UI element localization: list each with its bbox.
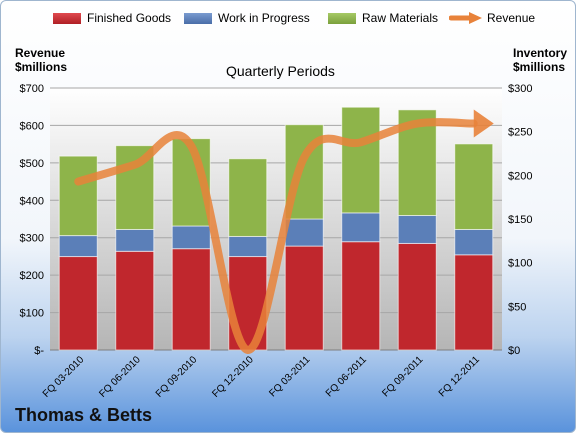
bar-segment-finished-goods <box>115 250 155 351</box>
y-left-tick-label: $300 <box>20 233 44 245</box>
y-left-tick-label: $500 <box>20 158 44 170</box>
legend: Finished Goods Work in Progress Raw Mate… <box>1 11 575 31</box>
legend-label-finished-goods: Finished Goods <box>87 11 172 25</box>
bar-segment-finished-goods <box>454 254 494 351</box>
y-left-tick-label: $600 <box>20 120 44 132</box>
y-right-tick-label: $250 <box>508 127 532 139</box>
left-axis-title: Revenue $millions <box>15 46 67 74</box>
x-tick-label: FQ 03-2010 <box>41 354 87 400</box>
bar-segment-raw-materials <box>228 158 268 237</box>
x-tick-label: FQ 03-2011 <box>267 354 312 399</box>
y-left-tick-label: $700 <box>20 83 44 95</box>
left-axis-title-line2: $millions <box>15 60 68 74</box>
x-tick-label: FQ 12-2011 <box>437 354 482 399</box>
bar-segment-work-in-progress <box>115 228 155 252</box>
x-tick-label: FQ 09-2011 <box>380 354 425 399</box>
y-right-tick-label: $100 <box>508 258 532 270</box>
x-tick-label: FQ 06-2011 <box>324 354 369 399</box>
y-left-tick-label: $100 <box>20 308 44 320</box>
bar-segment-raw-materials <box>341 106 381 214</box>
legend-swatch-work-in-progress <box>184 12 212 24</box>
legend-arrow-icon <box>449 12 482 24</box>
bar-segment-work-in-progress <box>397 215 437 244</box>
bar-segment-work-in-progress <box>171 225 211 250</box>
y-left-tick-label: $400 <box>20 195 44 207</box>
bar-segment-finished-goods <box>397 242 437 351</box>
y-right-tick-label: $300 <box>508 83 532 95</box>
right-axis-title-line1: Inventory <box>513 46 568 60</box>
bar-segment-work-in-progress <box>284 218 324 247</box>
y-left-tick-label: $200 <box>20 270 44 282</box>
y-right-tick-label: $0 <box>508 345 520 357</box>
y-right-tick-label: $50 <box>508 301 526 313</box>
bar-segment-finished-goods <box>341 241 381 351</box>
y-left-tick-label: $- <box>34 345 44 357</box>
right-axis-title-line2: $millions <box>513 60 566 74</box>
revenue-line <box>74 118 478 354</box>
left-axis-title-line1: Revenue <box>15 46 66 60</box>
legend-item-work-in-progress: Work in Progress <box>184 11 310 25</box>
y-right-tick-label: $200 <box>508 170 532 182</box>
bar-segment-finished-goods <box>171 248 211 351</box>
legend-swatch-finished-goods <box>53 12 81 24</box>
legend-label-work-in-progress: Work in Progress <box>218 11 310 25</box>
brand-logo-text: Thomas & Betts <box>15 405 153 425</box>
chart-title: Quarterly Periods <box>226 63 335 79</box>
legend-label-revenue: Revenue <box>487 11 536 25</box>
bar-segment-work-in-progress <box>341 212 381 243</box>
x-tick-label: FQ 06-2010 <box>97 354 143 400</box>
bar-segment-work-in-progress <box>228 235 268 258</box>
bar-segment-finished-goods <box>58 256 98 351</box>
bar-segment-raw-materials <box>58 155 98 237</box>
revenue-arrowhead <box>473 109 494 138</box>
bar-segment-work-in-progress <box>454 228 494 256</box>
legend-item-revenue: Revenue <box>449 11 535 25</box>
x-tick-label: FQ 12-2010 <box>210 354 256 400</box>
right-axis-title: Inventory $millions <box>513 46 567 74</box>
bar-segment-work-in-progress <box>58 235 98 258</box>
legend-label-raw-materials: Raw Materials <box>362 11 439 25</box>
bar-segment-finished-goods <box>284 245 324 351</box>
y-right-tick-label: $150 <box>508 214 532 226</box>
legend-item-finished-goods: Finished Goods <box>53 11 171 25</box>
legend-swatch-raw-materials <box>328 12 356 24</box>
legend-item-raw-materials: Raw Materials <box>328 11 438 25</box>
x-tick-label: FQ 09-2010 <box>154 354 200 400</box>
bar-segment-raw-materials <box>454 143 494 230</box>
